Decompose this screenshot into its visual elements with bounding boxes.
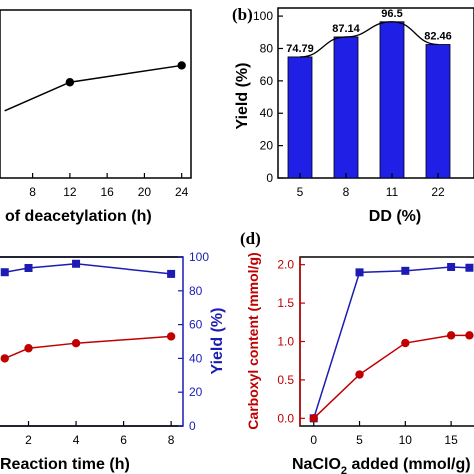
c-point	[166, 332, 176, 341]
c-point	[72, 259, 81, 268]
panel-c-x-ticks: 2 4 6 8	[25, 421, 175, 447]
d-point	[355, 370, 364, 379]
panel-c-series	[0, 259, 176, 363]
b-bar	[425, 44, 451, 179]
c-y-tick-label: 0	[189, 419, 196, 433]
d-y-tick-label: 0.5	[277, 373, 294, 387]
c-point	[0, 354, 9, 363]
c-series-line	[4, 263, 172, 275]
a-series-line	[4, 64, 182, 112]
panel-c-right-y-axis-label: Yield (%)	[209, 308, 226, 375]
panel-a-x-ticks: 8 12 16 20 24	[29, 173, 189, 199]
panel-d-label: (d)	[240, 229, 261, 248]
d-point	[401, 266, 410, 275]
panel-d-series	[309, 262, 474, 423]
panel-d-carboxyl-content: (d) 0 5 10 15 0.0 0.5 1.0 1.5 2.0 Carboxyl cont…	[240, 229, 474, 474]
b-bar	[379, 21, 405, 179]
c-y-tick-label: 40	[189, 351, 203, 365]
panel-c-x-axis-label: Reaction time (h)	[0, 456, 130, 473]
a-point	[177, 61, 186, 70]
a-point	[65, 78, 75, 87]
a-x-tick-label: 24	[175, 185, 189, 199]
panel-b-label: (b)	[232, 5, 253, 24]
panel-b-x-ticks: 5 8 11 22	[297, 173, 445, 199]
d-y-tick-label: 0.0	[277, 411, 294, 425]
d-point	[446, 331, 456, 340]
c-point	[71, 338, 81, 348]
a-x-tick-label: 20	[138, 185, 152, 199]
panel-b-frame	[277, 7, 474, 179]
b-y-tick-label: 20	[260, 139, 274, 153]
c-x-tick-label: 4	[73, 433, 80, 447]
panel-c-reaction-time: 2 4 6 8 0 20 40 60 80 100 Reaction time (h) Yiel…	[0, 250, 226, 473]
panel-b-yield-vs-dd: (b) 0 20 40 60 80 100 5 8 11 22 74.79 87.14 96.5 82…	[232, 5, 474, 225]
panel-d-x-axis-label: NaClO2 added (mmol/g)	[292, 456, 471, 474]
d-point	[355, 268, 364, 277]
a-x-tick-label: 16	[100, 185, 114, 199]
c-y-tick-label: 80	[189, 284, 203, 298]
panel-a-degree-of-deacetylation: 8 12 16 20 24 of deacetylation (h)	[0, 9, 192, 225]
panel-a-x-axis-label: of deacetylation (h)	[5, 208, 152, 225]
d-point	[309, 414, 318, 423]
c-point	[24, 263, 33, 272]
d-point	[447, 262, 456, 271]
b-data-label: 96.5	[381, 8, 402, 20]
d-point	[465, 263, 474, 272]
panel-b-trend-curve	[299, 21, 439, 58]
a-x-tick-label: 12	[63, 185, 77, 199]
panel-d-y-ticks: 0.0 0.5 1.0 1.5 2.0	[277, 258, 305, 425]
b-x-tick-label: 11	[386, 185, 399, 199]
panel-d-x-ticks: 0 5 10 15	[310, 421, 458, 447]
panel-a-series	[4, 61, 186, 112]
b-bar	[333, 36, 359, 179]
panel-a-frame	[0, 9, 192, 179]
d-y-tick-label: 2.0	[277, 258, 294, 272]
b-y-tick-label: 100	[253, 9, 273, 23]
panel-b-y-ticks: 0 20 40 60 80 100	[253, 9, 283, 185]
d-x-tick-label: 0	[310, 433, 317, 447]
panel-d-y-axis-label: Carboxyl content (mmol/g)	[245, 252, 261, 429]
c-point	[167, 269, 176, 278]
panel-b-x-axis-label: DD (%)	[369, 208, 421, 225]
b-x-tick-label: 22	[431, 185, 445, 199]
b-data-label: 87.14	[332, 23, 360, 35]
b-y-tick-label: 80	[260, 41, 274, 55]
b-trend-line	[299, 21, 439, 58]
b-bar	[287, 56, 313, 179]
d-y-tick-label: 1.5	[277, 296, 294, 310]
c-x-tick-label: 8	[168, 433, 175, 447]
panel-d-x-label-tail: added (mmol/g)	[347, 456, 471, 473]
b-x-tick-label: 8	[343, 185, 350, 199]
a-x-tick-label: 8	[29, 185, 36, 199]
d-point	[401, 338, 410, 348]
d-series-line	[313, 334, 470, 419]
c-x-tick-label: 6	[120, 433, 127, 447]
c-y-tick-label: 60	[189, 318, 203, 332]
b-data-label: 82.46	[424, 30, 452, 42]
d-y-tick-label: 1.0	[277, 335, 294, 349]
panel-b-data-labels: 74.79 87.14 96.5 82.46	[286, 8, 452, 55]
b-data-label: 74.79	[286, 43, 314, 55]
d-x-tick-label: 15	[444, 433, 458, 447]
c-y-tick-label: 20	[189, 385, 203, 399]
panel-d-frame	[299, 256, 474, 427]
c-y-tick-label: 100	[189, 250, 209, 264]
b-y-tick-label: 40	[260, 106, 274, 120]
d-point	[465, 331, 474, 340]
b-y-tick-label: 60	[260, 74, 274, 88]
panel-c-right-y-ticks: 0 20 40 60 80 100	[178, 250, 209, 433]
c-point	[24, 344, 33, 353]
c-point	[0, 268, 9, 277]
panel-b-y-axis-label: Yield (%)	[234, 63, 251, 130]
panel-d-x-label-subscript: 2	[341, 465, 347, 474]
b-y-tick-label: 0	[266, 171, 273, 185]
panel-d-x-label-main: NaClO	[292, 456, 341, 473]
d-x-tick-label: 10	[399, 433, 413, 447]
c-series-line	[4, 335, 172, 360]
b-x-tick-label: 5	[297, 185, 304, 199]
c-x-tick-label: 2	[25, 433, 32, 447]
d-x-tick-label: 5	[356, 433, 363, 447]
